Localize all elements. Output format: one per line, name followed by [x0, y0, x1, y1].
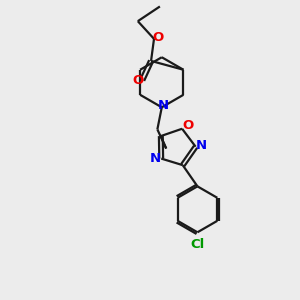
Text: O: O [182, 119, 194, 132]
Text: N: N [150, 152, 161, 165]
Text: N: N [196, 139, 207, 152]
Text: Cl: Cl [190, 238, 205, 250]
Text: O: O [132, 74, 143, 87]
Text: N: N [158, 99, 169, 112]
Text: O: O [153, 31, 164, 44]
